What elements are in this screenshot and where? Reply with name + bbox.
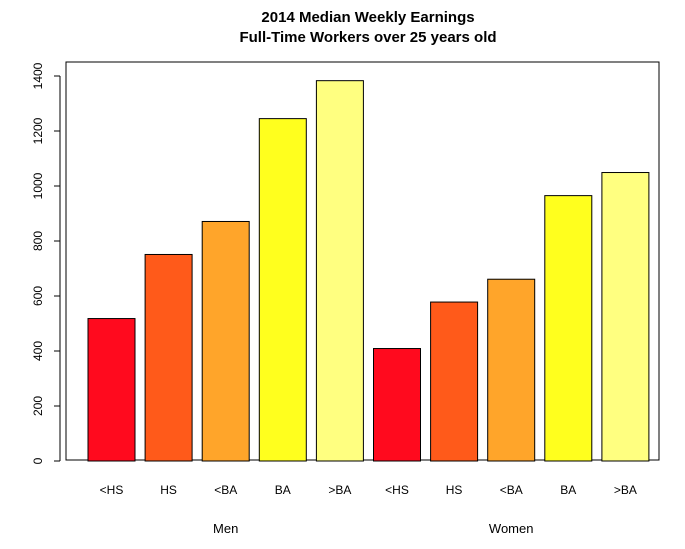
bar [601,172,650,462]
y-tick-label: 800 [31,231,45,251]
bar [544,195,593,462]
x-tick-label: HS [160,483,177,497]
bar [201,220,250,462]
y-tick-label: 600 [31,286,45,306]
group-label: Men [213,521,238,536]
y-tick-label: 200 [31,396,45,416]
x-tick-label: <HS [100,483,124,497]
chart-subtitle: Full-Time Workers over 25 years old [239,29,496,46]
x-tick-label: BA [275,483,291,497]
y-tick-label: 1400 [31,62,45,89]
y-axis: 0 200 400 600 800 1000 1200 1400 [31,62,61,464]
group-label: Women [489,521,534,536]
x-tick-label: <BA [214,483,237,497]
x-tick-label: <HS [385,483,409,497]
group-labels: Men Women [213,521,533,536]
bars [87,80,650,462]
y-tick-label: 0 [31,457,45,464]
x-tick-label: BA [560,483,576,497]
y-tick-label: 1000 [31,172,45,199]
bar [487,278,536,462]
bar [315,80,364,462]
chart-title: 2014 Median Weekly Earnings [261,9,474,26]
x-tick-label: <BA [500,483,523,497]
bar [87,318,136,462]
bar [373,348,421,462]
y-tick-label: 1200 [31,117,45,144]
x-axis-labels: <HS HS <BA BA >BA <HS HS <BA BA >BA [100,483,637,497]
y-tick-label: 400 [31,341,45,361]
bar [144,253,193,462]
x-tick-label: HS [446,483,463,497]
x-tick-label: >BA [614,483,637,497]
bar [258,118,307,462]
x-tick-label: >BA [328,483,351,497]
bar [430,301,479,462]
